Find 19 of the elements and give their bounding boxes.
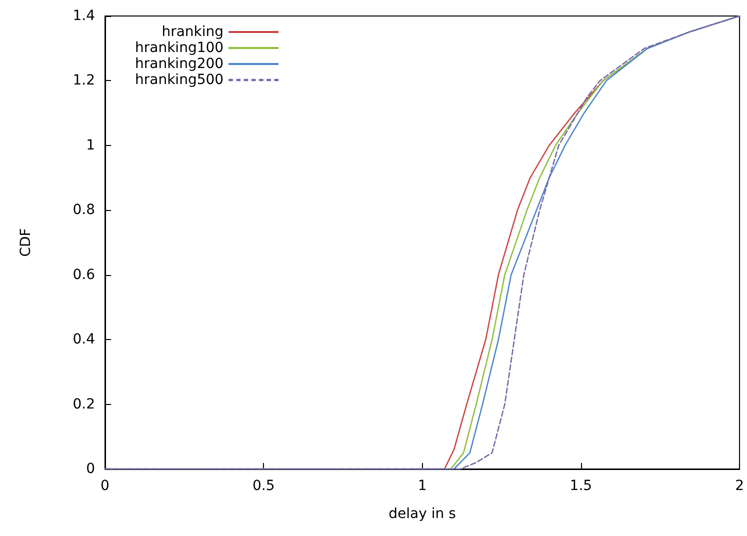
- y-tick-label: 1.4: [72, 8, 96, 24]
- x-tick-label: 1: [418, 478, 427, 494]
- legend-label: hranking100: [134, 40, 224, 56]
- x-axis-title: delay in s: [388, 506, 456, 522]
- y-tick-label: 0.6: [72, 266, 96, 283]
- y-tick-label: 0.8: [72, 202, 95, 218]
- x-tick-label: 0: [100, 478, 110, 494]
- legend-label: hranking: [162, 24, 224, 40]
- y-tick-label: 0.2: [72, 396, 95, 412]
- y-tick-label: 1.2: [72, 72, 95, 89]
- y-tick-label: 0.4: [72, 332, 96, 348]
- x-tick-label: 0.5: [252, 478, 275, 494]
- legend-label: hranking500: [134, 72, 224, 88]
- x-tick-label: 2: [735, 478, 744, 494]
- y-tick-label: 1: [86, 137, 95, 154]
- x-tick-label: 1.5: [570, 478, 592, 494]
- y-axis-title: CDF: [18, 228, 34, 257]
- legend-label: hranking200: [134, 56, 224, 72]
- y-tick-label: 0: [86, 461, 95, 477]
